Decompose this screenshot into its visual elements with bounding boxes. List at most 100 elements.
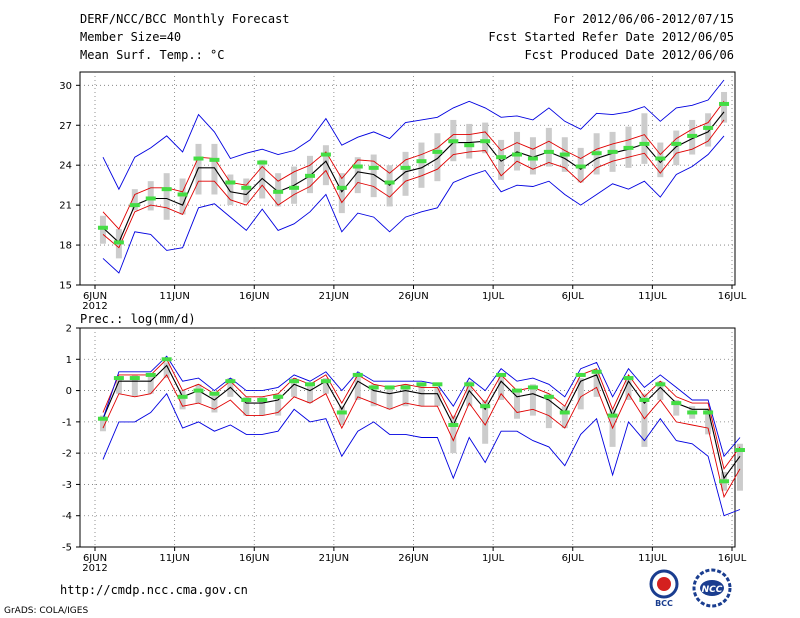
temp-spread-box xyxy=(402,151,409,196)
prec-spread-box xyxy=(657,381,664,400)
prec-obs-marker xyxy=(416,382,427,387)
prec-ytick-label: 1 xyxy=(66,355,72,366)
footer-credit: GrADS: COLA/IGES xyxy=(4,606,89,616)
prec-spread-box xyxy=(354,374,361,400)
prec-obs-marker xyxy=(464,382,475,387)
prec-spread-box xyxy=(545,393,552,429)
temp-xtick-label: 11JUL xyxy=(638,291,667,302)
temp-obs-marker xyxy=(257,160,268,165)
prec-obs-marker xyxy=(719,479,730,484)
prec-obs-marker xyxy=(384,385,395,390)
temp-obs-marker xyxy=(591,151,602,156)
temp-obs-marker xyxy=(113,240,124,245)
prec-spread-box xyxy=(322,378,329,394)
prec-spread-box xyxy=(306,384,313,404)
prec-spread-box xyxy=(259,396,266,416)
temp-xtick-year: 2012 xyxy=(82,301,107,312)
temp-spread-box xyxy=(434,133,441,182)
prec-line-ensemble-mean xyxy=(102,364,741,480)
prec-ytick-label: 0 xyxy=(66,386,72,397)
temp-obs-marker xyxy=(639,141,650,146)
temp-spread-box xyxy=(498,139,505,180)
temp-obs-marker xyxy=(225,180,236,185)
prec-xtick-year: 2012 xyxy=(82,563,107,574)
temp-obs-marker xyxy=(448,139,459,144)
prec-line-upper-inner xyxy=(102,358,741,470)
prec-spread-box xyxy=(163,362,170,379)
temp-spread-box xyxy=(147,181,154,211)
prec-spread-box xyxy=(338,406,345,425)
temp-obs-marker xyxy=(671,141,682,146)
temp-obs-marker xyxy=(703,125,714,130)
prec-xtick-label: 26JUN xyxy=(398,553,428,564)
temp-xtick-label: 21JUN xyxy=(319,291,349,302)
prec-spread-box xyxy=(434,387,441,407)
prec-spread-box xyxy=(577,378,584,410)
prec-frame xyxy=(79,327,736,548)
ncc-logo: NCC xyxy=(692,568,732,608)
prec-spread-box xyxy=(386,387,393,410)
temp-obs-marker xyxy=(209,157,220,162)
bcc-logo: BCC xyxy=(649,569,679,608)
temp-obs-marker xyxy=(289,185,300,190)
prec-obs-marker xyxy=(193,388,204,393)
prec-spread-box xyxy=(625,378,632,400)
prec-spread-box xyxy=(131,374,138,397)
prec-spread-box xyxy=(370,384,377,407)
prec-obs-marker xyxy=(289,379,300,384)
prec-spread-box xyxy=(529,384,536,416)
temp-obs-marker xyxy=(161,187,172,192)
temp-spread-box xyxy=(466,123,473,159)
prec-obs-marker xyxy=(97,416,108,421)
temp-ytick-label: 24 xyxy=(59,161,72,172)
prec-spread-box xyxy=(147,374,154,394)
prec-ytick-label: -4 xyxy=(62,511,72,522)
temp-spread-box xyxy=(529,137,536,175)
header-right-line-3: Fcst Produced Date 2012/06/06 xyxy=(524,48,734,62)
temp-obs-marker xyxy=(97,225,108,230)
prec-obs-marker xyxy=(559,410,570,415)
temp-spread-box xyxy=(482,122,489,154)
prec-spread-box xyxy=(673,399,680,416)
temp-obs-marker xyxy=(432,149,443,154)
prec-obs-marker xyxy=(703,410,714,415)
prec-xtick-label: 1JUL xyxy=(482,553,505,564)
prec-obs-marker xyxy=(543,394,554,399)
prec-obs-marker xyxy=(639,397,650,402)
prec-xtick-label: 16JUN xyxy=(239,553,269,564)
prec-spread-box xyxy=(115,378,122,394)
temp-obs-marker xyxy=(177,192,188,197)
temp-spread-box xyxy=(243,178,250,203)
prec-spread-box xyxy=(450,415,457,454)
ncc-logo-text: NCC xyxy=(702,585,723,595)
temp-obs-marker xyxy=(512,152,523,157)
temp-line-lower-inner xyxy=(102,119,725,249)
prec-obs-marker xyxy=(145,372,156,377)
prec-obs-marker xyxy=(527,385,538,390)
temp-line-upper-inner xyxy=(102,101,725,230)
prec-panel-title: Prec.: log(mm/d) xyxy=(80,312,196,326)
prec-spread-box xyxy=(418,384,425,407)
prec-obs-marker xyxy=(304,382,315,387)
temp-ytick-label: 27 xyxy=(59,121,72,132)
footer-url[interactable]: http://cmdp.ncc.cma.gov.cn xyxy=(60,583,248,597)
temp-spread-box xyxy=(322,145,329,186)
temp-spread-box xyxy=(163,173,170,220)
temp-obs-marker xyxy=(193,156,204,161)
temp-line-ensemble-min xyxy=(102,135,725,274)
temp-ytick-label: 30 xyxy=(59,81,72,92)
temp-obs-marker xyxy=(480,139,491,144)
temp-obs-marker xyxy=(145,196,156,201)
temp-spread-box xyxy=(354,157,361,194)
prec-xtick-label: 11JUN xyxy=(159,553,189,564)
prec-spread-box xyxy=(275,393,282,416)
prec-obs-marker xyxy=(241,397,252,402)
prec-obs-marker xyxy=(591,369,602,374)
temp-obs-marker xyxy=(575,164,586,169)
prec-obs-marker xyxy=(209,391,220,396)
header-right-line-1: For 2012/06/06-2012/07/15 xyxy=(553,12,734,26)
temp-obs-marker xyxy=(464,143,475,148)
temp-spread-box xyxy=(370,154,377,198)
prec-obs-marker xyxy=(336,410,347,415)
